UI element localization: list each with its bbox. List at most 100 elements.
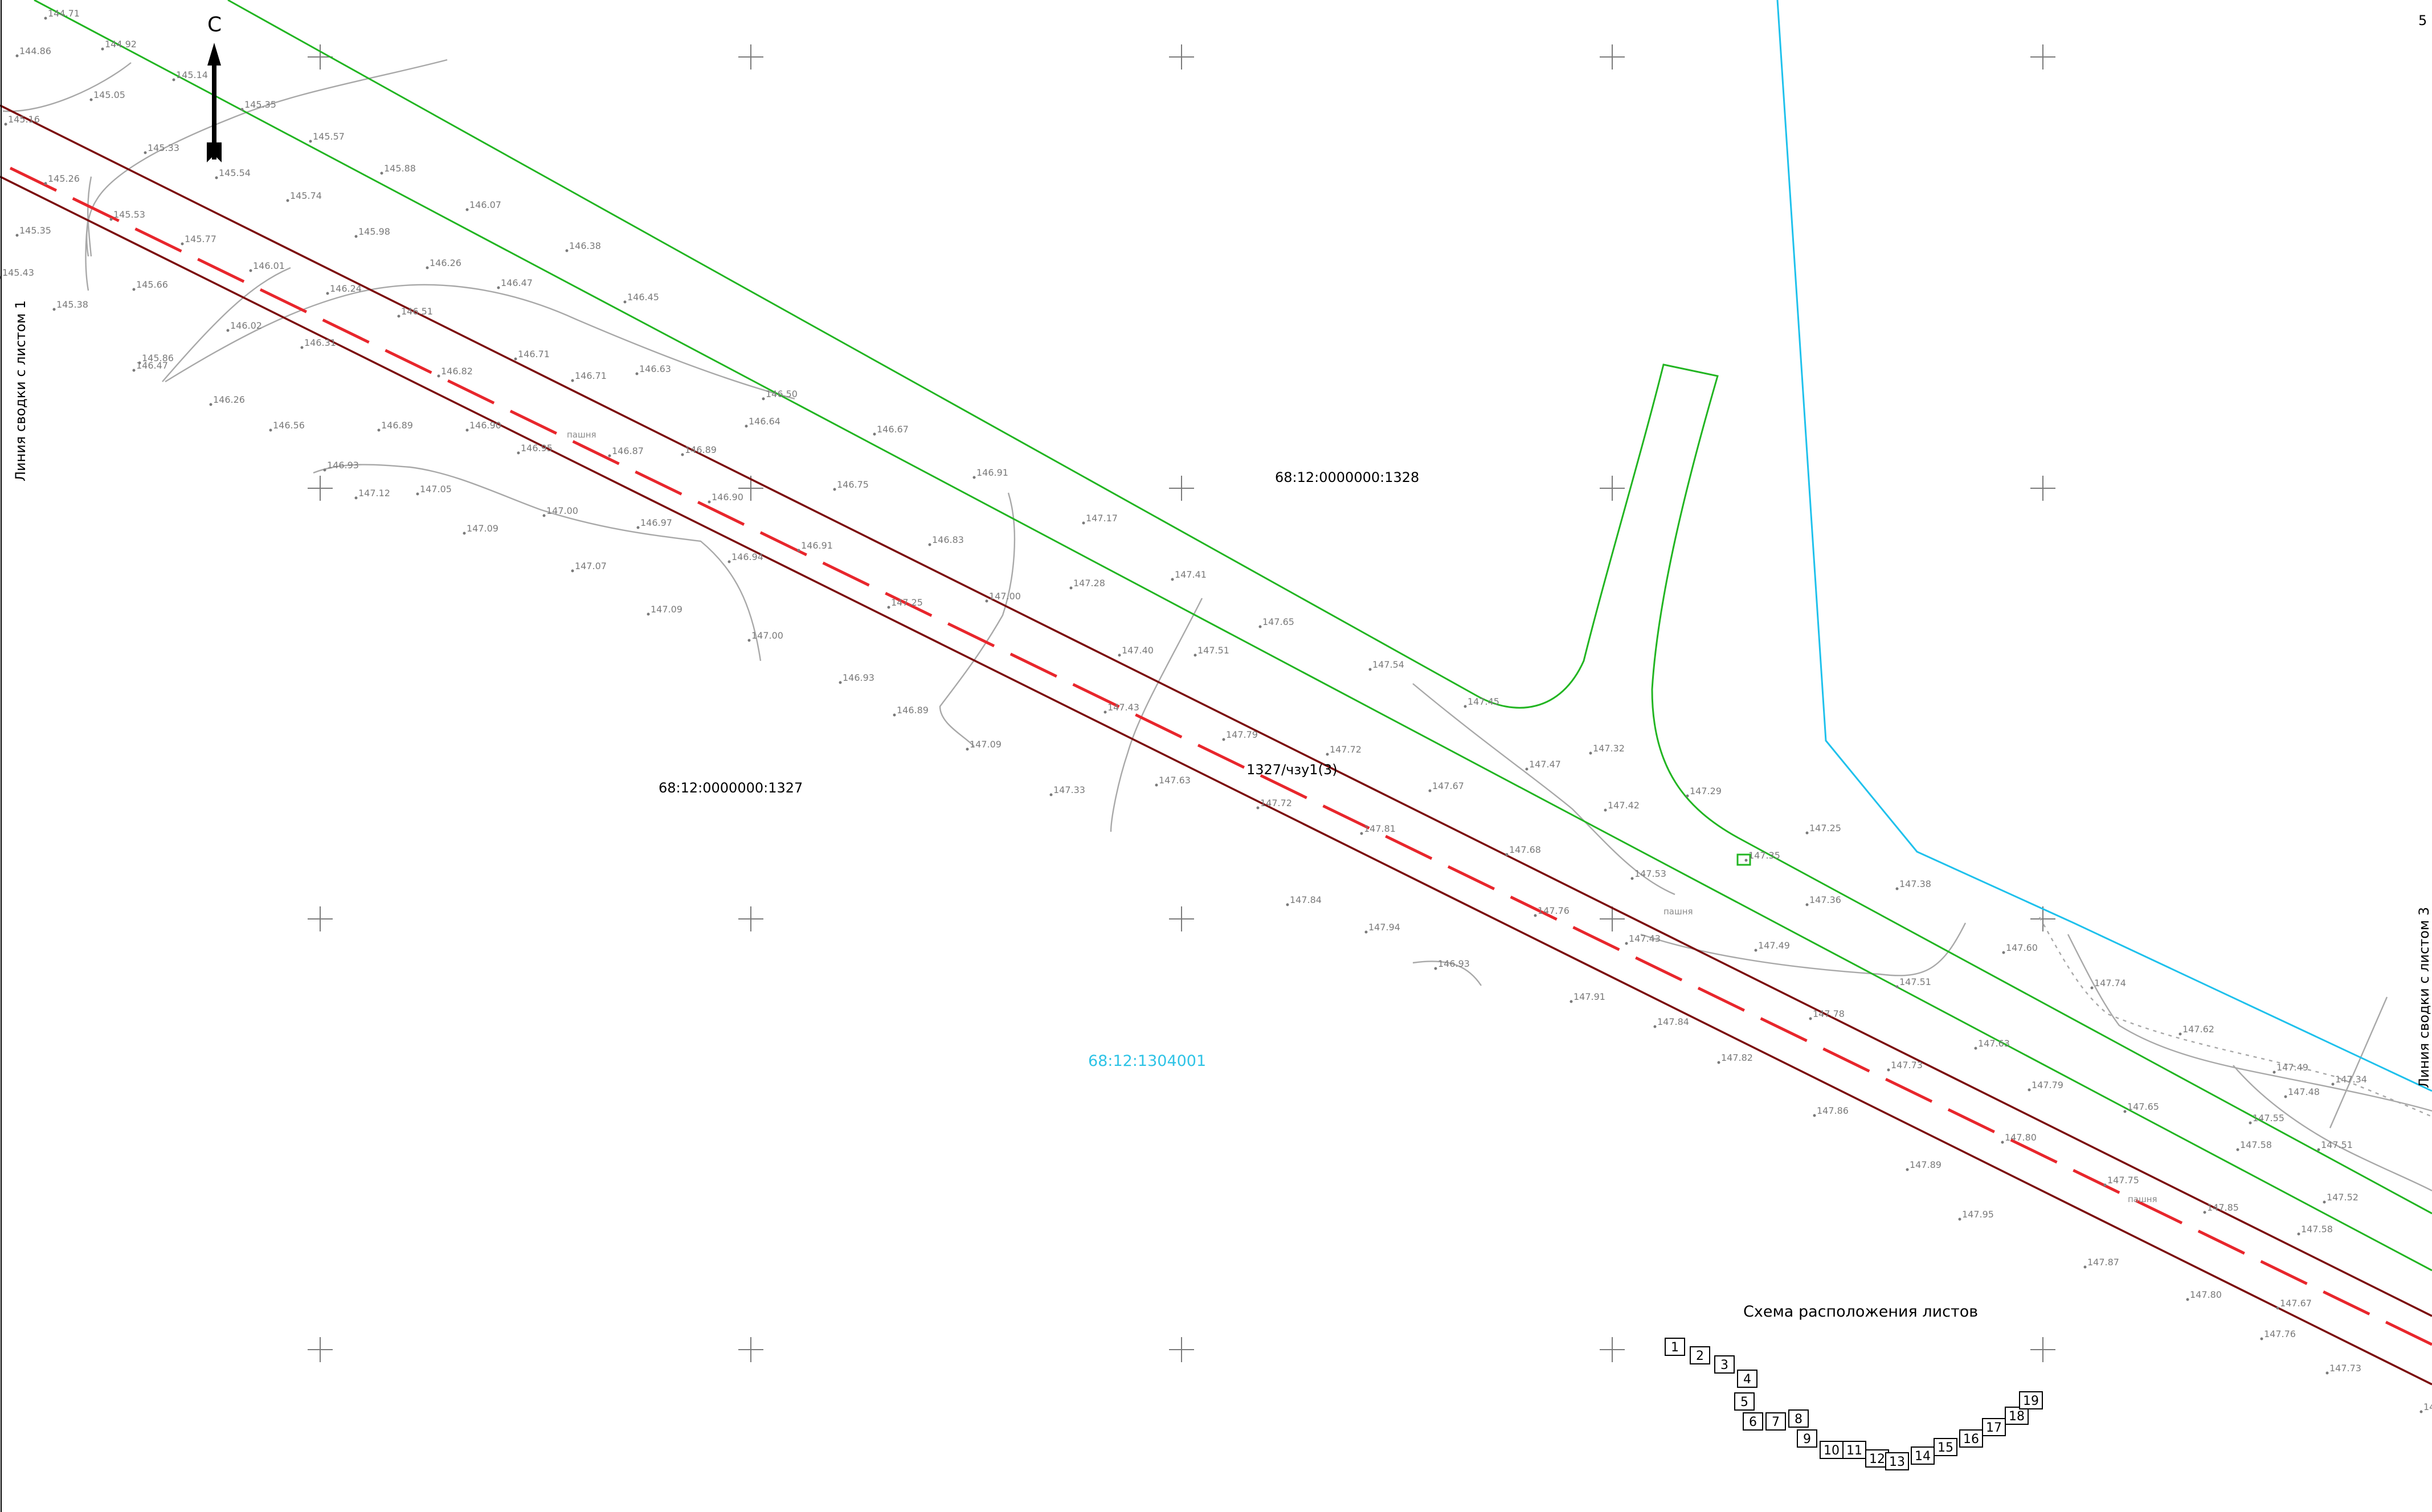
- elevation-point: [1805, 831, 1809, 835]
- elevation-mark: 147.87: [2083, 1257, 2119, 1269]
- elevation-point: [2323, 1200, 2326, 1204]
- elevation-point: [2272, 1070, 2276, 1074]
- elevation-point: [101, 47, 104, 51]
- elevation-mark: 147.73: [2325, 1363, 2361, 1375]
- elevation-value: 147.60: [2006, 942, 2038, 953]
- elevation-point: [1368, 668, 1372, 671]
- sheet-cell-number: 13: [1889, 1455, 1905, 1469]
- elevation-mark: 147.05: [416, 484, 452, 496]
- elevation-mark: 146.71: [571, 370, 607, 382]
- elevation-point: [465, 208, 469, 211]
- elevation-mark: 147.51: [1193, 645, 1229, 657]
- elevation-value: 146.71: [518, 349, 550, 359]
- sheet-cell: 18: [2005, 1407, 2029, 1425]
- elevation-mark: 146.51: [397, 306, 433, 318]
- elevation-value: 147.58: [2301, 1224, 2333, 1235]
- elevation-mark: 145.35: [240, 99, 276, 111]
- elevation-mark: 145.57: [309, 131, 345, 143]
- elevation-value: 147.84: [1657, 1016, 1689, 1027]
- elevation-mark: 147.00: [747, 630, 783, 642]
- elevation-value: 146.95: [521, 443, 553, 453]
- elevation-point: [2260, 1337, 2263, 1341]
- elevation-mark: 147.58: [2236, 1139, 2272, 1151]
- sheet-cell: 6: [1743, 1412, 1763, 1431]
- elevation-point: [1193, 653, 1197, 657]
- elevation-value: 147.84: [1290, 894, 1322, 905]
- elevation-mark: 146.91: [797, 540, 833, 552]
- sheet-cell-number: 8: [1795, 1412, 1802, 1427]
- elevation-point: [437, 374, 440, 378]
- elevation-value: 147.74: [2094, 978, 2126, 988]
- elevation-mark: 147.07: [571, 561, 607, 573]
- soil-label: пашня: [567, 430, 596, 440]
- elevation-value: 146.24: [330, 283, 362, 294]
- elevation-value: 147.47: [1529, 759, 1561, 770]
- soil-label: пашня: [1663, 906, 1693, 917]
- elevation-point: [1222, 738, 1225, 741]
- elevation-mark: 146.63: [635, 363, 671, 375]
- elevation-mark: 147.32: [1589, 743, 1625, 755]
- elevation-value: 145.77: [185, 234, 216, 244]
- elevation-value: 147.29: [1690, 786, 1722, 796]
- elevation-point: [172, 78, 175, 81]
- elevation-point: [1887, 1068, 1890, 1072]
- elevation-mark: 147.79: [1222, 729, 1258, 741]
- parcel-label-south: 68:12:0000000:1327: [659, 780, 803, 796]
- elevation-value: 145.35: [19, 225, 51, 236]
- elevation-point: [1895, 985, 1899, 988]
- sheet-cell: 19: [2019, 1391, 2043, 1409]
- elevation-mark: 145.33: [144, 142, 179, 154]
- sheet-cell-box: [1737, 1370, 1757, 1388]
- elevation-point: [985, 599, 988, 603]
- elevation-mark: 145.35: [15, 225, 51, 237]
- elevation-mark: 145.43: [0, 267, 34, 279]
- elevation-mark: 147.76: [2260, 1329, 2296, 1341]
- elevation-mark: 147.34: [2331, 1074, 2367, 1086]
- green-boundaries: [34, 0, 2432, 1272]
- sheet-cell: 17: [1982, 1418, 2006, 1436]
- elevation-value: 147.49: [1758, 940, 1790, 951]
- elevation-value: 147.51: [1899, 976, 1931, 987]
- elevation-value: 147.41: [1175, 569, 1207, 580]
- elevation-mark: 147.41: [1171, 569, 1207, 581]
- elevation-value: 147.36: [1809, 894, 1841, 905]
- sheet-cell-number: 9: [1803, 1432, 1811, 1446]
- sheet-cell: 4: [1737, 1370, 1757, 1388]
- elevation-point: [1813, 1114, 1816, 1117]
- elevation-point: [181, 242, 184, 246]
- elevation-mark: 147.68: [1505, 844, 1541, 856]
- elevation-point: [15, 54, 19, 58]
- elevation-value: 147.94: [1368, 922, 1400, 933]
- sheet-cell: 9: [1797, 1429, 1817, 1448]
- sheet-cell-number: 11: [1846, 1444, 1862, 1458]
- elevation-point: [517, 451, 520, 455]
- elevation-mark: 147.09: [966, 739, 1002, 751]
- elevation-point: [138, 361, 141, 365]
- elevation-point: [1049, 793, 1053, 796]
- sheet-cell-number: 2: [1696, 1349, 1704, 1363]
- elevation-point: [1589, 751, 1592, 755]
- sheet-cell: 11: [1842, 1441, 1866, 1459]
- elevation-point: [565, 249, 569, 252]
- elevation-value: 144.92: [105, 39, 137, 50]
- elevation-mark: 146.64: [745, 416, 780, 428]
- elevation-value: 147.35: [1748, 850, 1780, 861]
- elevation-value: 147.52: [2327, 1192, 2359, 1203]
- elevation-value: 146.97: [640, 517, 672, 528]
- elevation-value: 146.07: [469, 199, 501, 210]
- elevation-point: [608, 454, 611, 457]
- elevation-point: [1569, 1000, 1573, 1003]
- elevation-mark: 147.47: [1525, 759, 1561, 771]
- elevation-value: 147.89: [1910, 1159, 1941, 1170]
- elevation-value: 147.72: [1260, 798, 1292, 808]
- elevation-point: [966, 747, 969, 751]
- elevation-mark: 147.45: [1464, 696, 1499, 708]
- elevation-mark: 147.63: [1155, 775, 1191, 787]
- elevation-value: 147.63: [1978, 1038, 2010, 1049]
- elevation-mark: 147.48: [2284, 1086, 2320, 1098]
- elevation-mark: 147.84: [1286, 894, 1322, 906]
- elevation-mark: 147.51: [1895, 976, 1931, 988]
- elevation-value: 146.89: [685, 444, 717, 455]
- sheet-cell-number: 14: [1915, 1449, 1931, 1464]
- elevation-point: [326, 292, 329, 295]
